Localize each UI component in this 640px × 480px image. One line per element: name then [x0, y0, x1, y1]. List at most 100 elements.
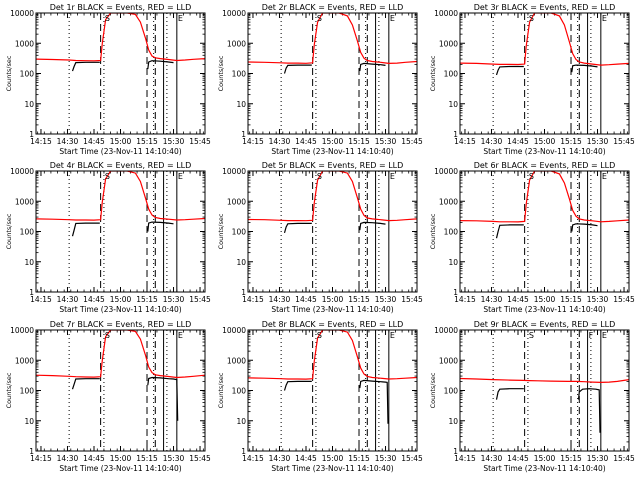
panel-det-9: Det 9r BLACK = Events, RED = LLD Counts/s…: [429, 320, 635, 473]
panel-title: Det 8r BLACK = Events, RED = LLD: [262, 320, 404, 329]
plot-frame: [247, 12, 418, 135]
events-series-line: [577, 388, 601, 433]
y-tick-label: 100: [20, 228, 35, 237]
x-tick-label: 15:45: [189, 137, 211, 146]
panel-title: Det 3r BLACK = Events, RED = LLD: [474, 3, 616, 12]
x-tick-label: 15:15: [348, 137, 370, 146]
x-tick-label: 15:15: [136, 137, 158, 146]
annotation-label-e: E: [602, 14, 607, 23]
panel-title: Det 7r BLACK = Events, RED = LLD: [50, 320, 192, 329]
y-axis-label: Counts/sec: [429, 372, 437, 408]
y-tick-label: 10: [236, 417, 246, 426]
x-tick-label: 14:45: [295, 137, 317, 146]
panel-det-2: Det 2r BLACK = Events, RED = LLD Counts/s…: [217, 3, 423, 156]
y-tick-label: 10000: [434, 9, 458, 18]
y-tick-label: 1000: [439, 197, 458, 206]
y-tick-label: 10000: [10, 9, 34, 18]
x-tick-label: 15:15: [136, 454, 158, 463]
y-tick-label: 10: [236, 258, 246, 267]
x-tick-label: 15:15: [348, 454, 370, 463]
x-axis-label: Start Time (23-Nov-11 14:10:40): [271, 305, 393, 314]
x-tick-label: 15:00: [534, 295, 556, 304]
events-series-line: [495, 388, 524, 400]
y-tick-label: 1000: [439, 39, 458, 48]
x-tick-label: 14:15: [242, 454, 264, 463]
x-tick-label: 14:30: [481, 295, 503, 304]
panel-title: Det 1r BLACK = Events, RED = LLD: [50, 3, 192, 12]
x-axis-label: Start Time (23-Nov-11 14:10:40): [483, 305, 605, 314]
plot-frame: [247, 329, 418, 452]
annotation-label-e: E: [602, 331, 607, 340]
y-axis-label: Counts/sec: [429, 213, 437, 249]
annotation-label-e: E: [178, 14, 183, 23]
x-tick-label: 14:15: [242, 137, 264, 146]
x-axis-label: Start Time (23-Nov-11 14:10:40): [483, 464, 605, 473]
y-tick-label: 1000: [15, 197, 34, 206]
y-tick-label: 100: [232, 70, 247, 79]
y-tick-label: 100: [232, 387, 247, 396]
x-tick-label: 15:00: [322, 295, 344, 304]
y-tick-label: 10: [24, 417, 34, 426]
y-tick-label: 1: [453, 447, 458, 456]
y-tick-label: 100: [444, 228, 459, 237]
x-tick-label: 14:15: [242, 295, 264, 304]
events-series-line: [359, 62, 386, 72]
y-axis-label: Counts/sec: [429, 55, 437, 91]
x-tick-label: 15:30: [163, 137, 185, 146]
y-tick-label: 10000: [10, 326, 34, 335]
annotation-label-s: S: [317, 172, 322, 181]
y-tick-label: 1: [29, 288, 34, 297]
panel-det-6: Det 6r BLACK = Events, RED = LLD Counts/s…: [429, 161, 635, 314]
x-tick-label: 15:15: [560, 137, 582, 146]
y-tick-label: 1000: [439, 356, 458, 365]
annotation-label-e: E: [390, 172, 395, 181]
y-axis-label: Counts/sec: [217, 372, 225, 408]
events-series-line: [147, 221, 174, 232]
x-tick-label: 15:15: [560, 454, 582, 463]
x-tick-label: 14:45: [507, 137, 529, 146]
annotation-label-s: S: [105, 172, 110, 181]
events-series-line: [359, 379, 389, 424]
plot-frame: [247, 170, 418, 293]
annotation-label-s: S: [529, 331, 534, 340]
lld-series-line: [460, 171, 629, 223]
x-tick-label: 15:30: [163, 454, 185, 463]
x-tick-label: 14:15: [454, 137, 476, 146]
x-tick-label: 14:15: [30, 295, 52, 304]
x-tick-label: 15:15: [348, 295, 370, 304]
plot-frame: [35, 329, 206, 452]
annotation-label-s: S: [529, 14, 534, 23]
x-tick-label: 15:00: [534, 454, 556, 463]
y-tick-label: 10: [236, 100, 246, 109]
panel-det-4: Det 4r BLACK = Events, RED = LLD Counts/s…: [5, 161, 211, 314]
x-tick-label: 15:30: [375, 454, 397, 463]
y-axis-label: Counts/sec: [5, 372, 13, 408]
y-tick-label: 10: [448, 100, 458, 109]
y-tick-label: 100: [444, 387, 459, 396]
x-tick-label: 15:45: [401, 137, 423, 146]
x-tick-label: 15:30: [587, 454, 609, 463]
y-tick-label: 1000: [15, 356, 34, 365]
panel-det-3: Det 3r BLACK = Events, RED = LLD Counts/s…: [429, 3, 635, 156]
events-series-line: [71, 222, 100, 237]
y-tick-label: 1000: [15, 39, 34, 48]
lld-series-line: [36, 171, 205, 221]
x-tick-label: 14:45: [83, 454, 105, 463]
annotation-label-e: E: [390, 14, 395, 23]
x-tick-label: 15:00: [322, 454, 344, 463]
x-tick-label: 15:45: [613, 454, 635, 463]
x-tick-label: 14:45: [295, 295, 317, 304]
events-series-line: [495, 65, 524, 76]
x-tick-label: 14:30: [269, 454, 291, 463]
x-tick-label: 15:15: [560, 295, 582, 304]
plot-frame: [459, 329, 630, 452]
x-tick-label: 15:00: [110, 295, 132, 304]
panel-title: Det 5r BLACK = Events, RED = LLD: [262, 161, 404, 170]
x-tick-label: 14:30: [269, 137, 291, 146]
lld-series-line: [460, 377, 629, 384]
events-series-line: [359, 221, 386, 231]
annotation-label-s: S: [317, 331, 322, 340]
y-tick-label: 1000: [227, 39, 246, 48]
x-tick-label: 15:30: [375, 295, 397, 304]
